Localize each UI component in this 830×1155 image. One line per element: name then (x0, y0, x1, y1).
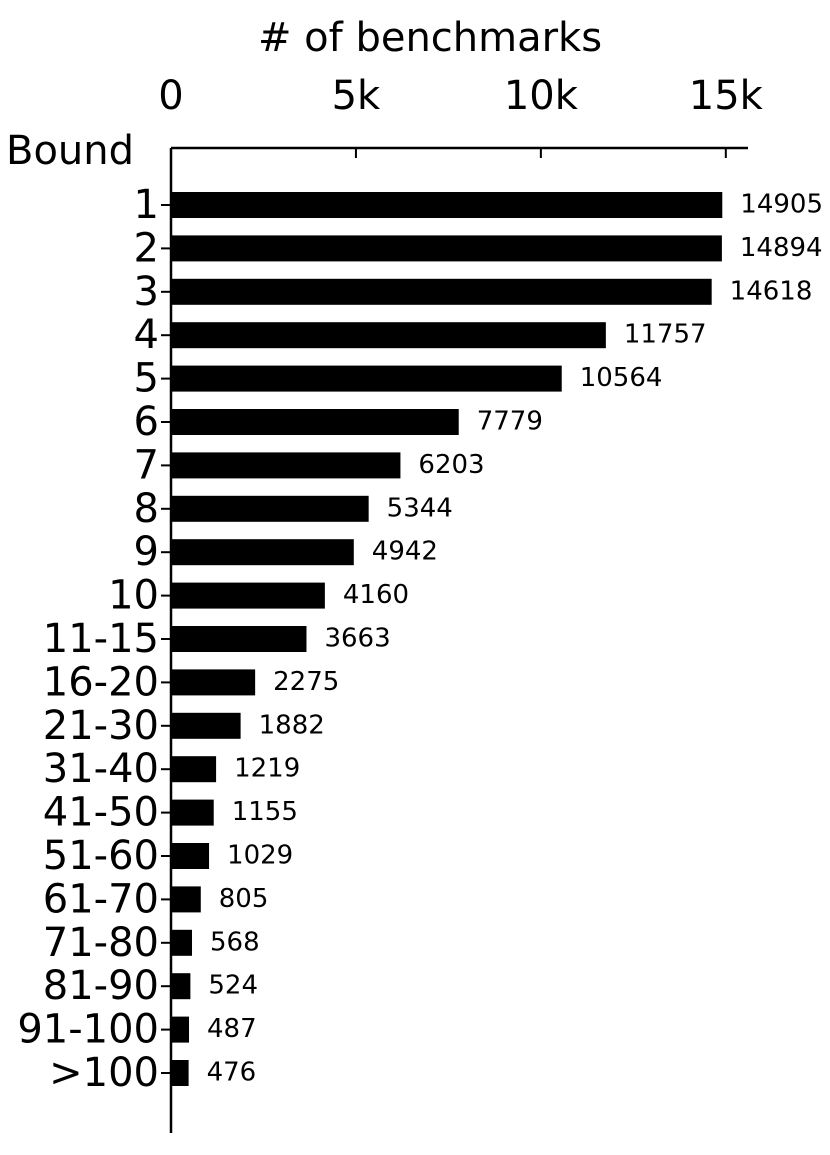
bar (171, 756, 217, 783)
y-tick-label: 4 (134, 312, 159, 358)
y-tick-label: 31-40 (43, 746, 159, 792)
bar (171, 626, 307, 652)
value-label: 7779 (477, 407, 543, 437)
value-label: 10564 (580, 363, 663, 393)
y-tick-label: 71-80 (43, 920, 159, 966)
bar (171, 929, 193, 956)
y-tick-label: 21-30 (43, 703, 159, 749)
x-tick-label: 10k (504, 73, 579, 119)
bar (171, 495, 369, 522)
y-tick-label: 61-70 (43, 876, 159, 922)
y-tick-label: >100 (49, 1050, 159, 1096)
value-label: 1219 (234, 754, 300, 784)
y-tick-label: 16-20 (43, 659, 159, 705)
bar (171, 973, 191, 1000)
bar (171, 712, 241, 739)
value-label: 14618 (730, 276, 813, 306)
value-label: 11757 (624, 320, 707, 350)
value-label: 3663 (324, 624, 390, 654)
x-tick-label: 5k (332, 73, 381, 119)
bar (171, 322, 606, 349)
y-tick-label: 6 (134, 399, 159, 445)
value-label: 1029 (227, 841, 293, 871)
value-label: 568 (210, 927, 260, 957)
x-tick-label: 0 (158, 73, 183, 119)
y-tick-label: 9 (134, 529, 159, 575)
bar (171, 278, 712, 305)
value-label: 14894 (740, 233, 823, 263)
value-label: 476 (207, 1058, 257, 1088)
bar (171, 1060, 189, 1086)
bar (171, 669, 256, 696)
value-label: 4160 (343, 580, 409, 610)
x-tick-label: 15k (689, 73, 764, 119)
value-label: 4942 (372, 537, 438, 567)
bar (171, 1016, 190, 1043)
y-tick-label: 2 (134, 225, 159, 271)
y-tick-label: 51-60 (43, 833, 159, 879)
y-axis-label: Bound (6, 128, 134, 174)
y-tick-label: 11-15 (43, 616, 159, 662)
bar (171, 539, 354, 566)
bar (171, 365, 562, 392)
bar (171, 452, 401, 479)
bar (171, 886, 201, 913)
bar (171, 235, 722, 262)
value-label: 1155 (232, 797, 298, 827)
y-tick-label: 8 (134, 486, 159, 532)
chart-title: # of benchmarks (258, 15, 602, 61)
value-label: 2275 (273, 667, 339, 697)
value-label: 487 (207, 1014, 257, 1044)
y-tick-label: 81-90 (43, 963, 159, 1009)
y-tick-label: 91-100 (17, 1007, 159, 1053)
y-tick-label: 5 (134, 356, 159, 402)
y-tick-label: 1 (134, 182, 159, 228)
y-tick-label: 7 (134, 442, 159, 488)
value-label: 805 (219, 884, 269, 914)
bar (171, 799, 214, 826)
value-label: 524 (208, 971, 258, 1001)
bar (171, 409, 459, 435)
y-tick-label: 10 (108, 573, 159, 619)
y-tick-label: 3 (134, 269, 159, 315)
bar (171, 582, 325, 609)
value-label: 6203 (418, 450, 484, 480)
bar (171, 843, 210, 869)
bar (171, 192, 723, 218)
value-label: 5344 (387, 493, 453, 523)
value-label: 14905 (740, 190, 823, 220)
value-label: 1882 (259, 710, 325, 740)
y-tick-label: 41-50 (43, 790, 159, 836)
